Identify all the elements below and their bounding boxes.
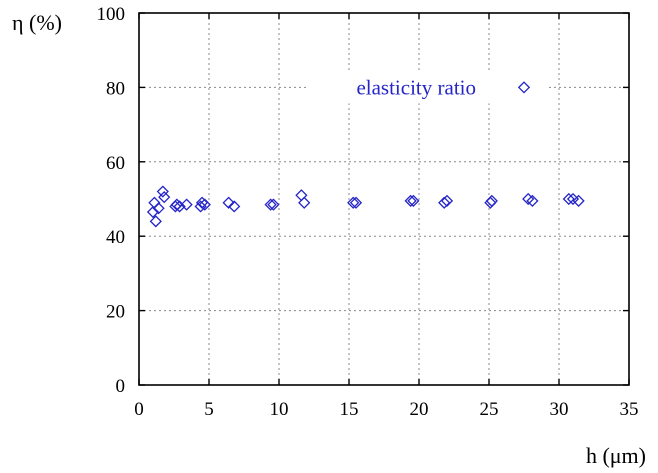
y-tick-label: 100 xyxy=(97,4,126,25)
data-point xyxy=(149,215,162,228)
data-point xyxy=(146,205,160,219)
data-point xyxy=(222,196,235,209)
data-point xyxy=(438,196,451,209)
axis-ticks xyxy=(138,12,630,386)
x-axis-label: h (μm) xyxy=(586,443,646,468)
grid xyxy=(139,13,629,385)
data-point xyxy=(152,202,165,215)
data-point xyxy=(194,200,207,213)
y-axis-label: η (%) xyxy=(12,10,62,35)
data-point xyxy=(484,196,497,209)
x-tick-label: 35 xyxy=(620,399,639,420)
y-tick-label: 0 xyxy=(116,376,126,397)
legend: elasticity ratio xyxy=(309,71,549,104)
y-tick-label: 60 xyxy=(106,153,125,174)
x-tick-label: 20 xyxy=(410,399,429,420)
data-point xyxy=(407,194,420,207)
data-point xyxy=(485,194,498,207)
legend-label: elasticity ratio xyxy=(356,75,476,99)
plot-frame xyxy=(138,12,630,386)
y-tick-label: 80 xyxy=(106,78,125,99)
data-point xyxy=(404,194,417,207)
data-point xyxy=(195,196,209,209)
x-tick-label: 15 xyxy=(340,399,359,420)
data-point xyxy=(156,185,169,198)
x-tick-label: 5 xyxy=(204,399,214,420)
data-point xyxy=(148,196,161,209)
data-points xyxy=(146,185,585,228)
y-tick-label: 40 xyxy=(106,227,125,248)
legend-background xyxy=(309,71,549,104)
data-point xyxy=(562,192,575,206)
data-point xyxy=(572,194,585,207)
y-tick-label: 20 xyxy=(106,302,125,323)
x-tick-label: 30 xyxy=(550,399,569,420)
data-point xyxy=(228,200,241,213)
x-tick-label: 0 xyxy=(134,399,144,420)
data-point xyxy=(173,200,186,213)
data-point xyxy=(440,194,454,207)
legend-marker xyxy=(517,81,531,94)
data-point xyxy=(566,192,580,206)
y-tick-labels: 0 20 40 60 80 100 xyxy=(97,4,126,397)
x-tick-label: 25 xyxy=(480,399,499,420)
data-point xyxy=(180,198,193,211)
data-point xyxy=(264,198,277,211)
x-tick-labels: 0 5 10 15 20 25 30 35 xyxy=(134,399,638,420)
data-point xyxy=(526,194,539,207)
data-point xyxy=(298,196,311,209)
data-point xyxy=(169,200,182,213)
data-point xyxy=(158,191,171,204)
data-point xyxy=(349,196,363,209)
data-point xyxy=(267,198,280,211)
data-point xyxy=(198,198,211,211)
data-point xyxy=(170,198,183,211)
x-tick-label: 10 xyxy=(270,399,289,420)
data-point xyxy=(347,196,360,209)
